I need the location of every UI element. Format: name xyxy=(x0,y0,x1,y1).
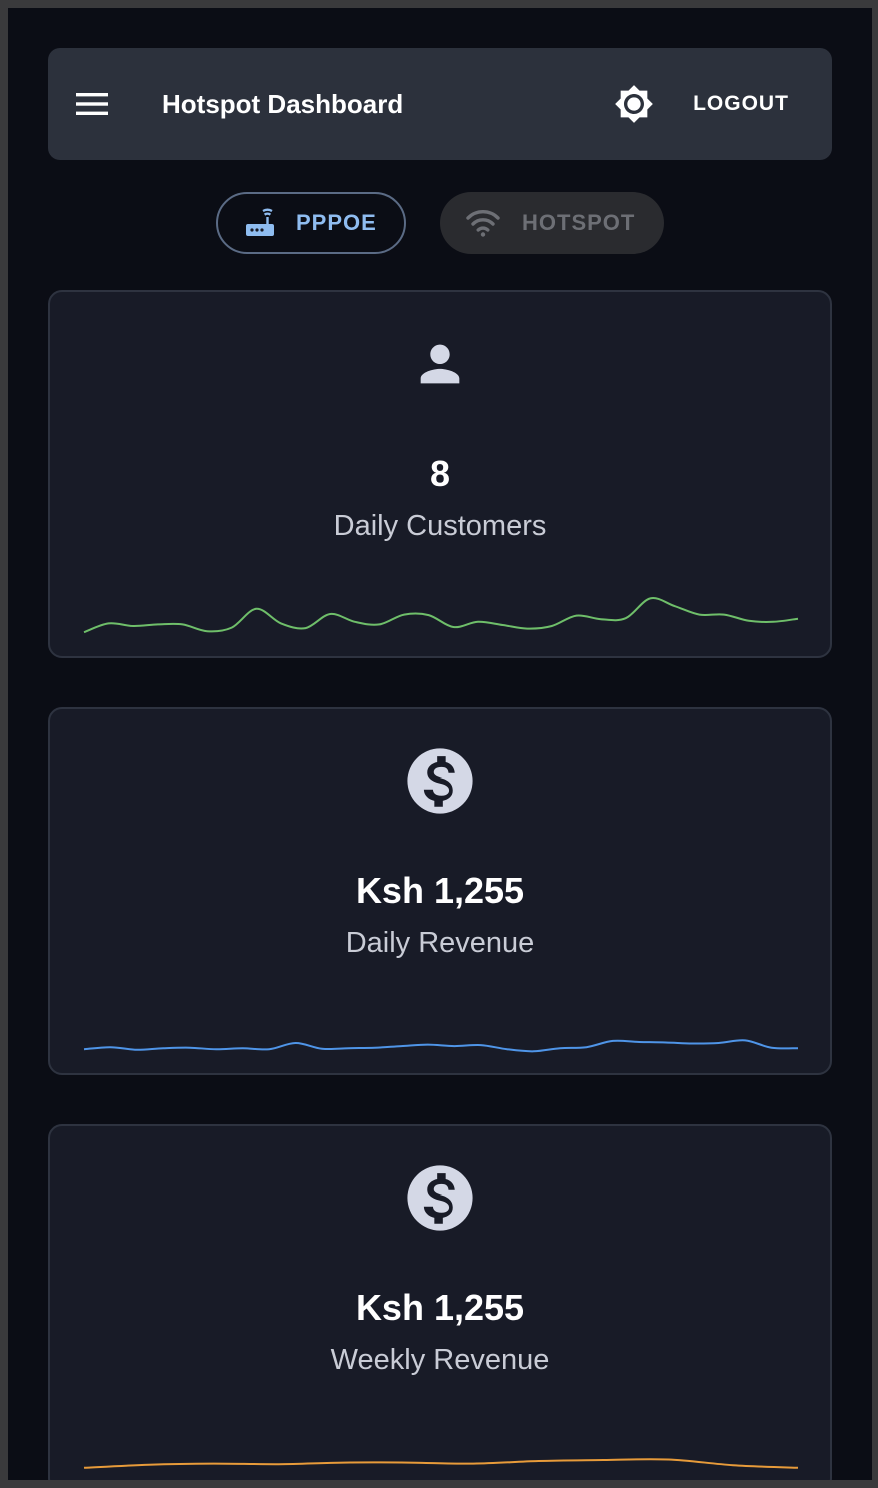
sparkline-series xyxy=(83,1458,799,1469)
stat-label: Weekly Revenue xyxy=(330,1344,550,1376)
sparkline-series xyxy=(83,597,799,634)
toggle-hotspot[interactable]: HOTSPOT xyxy=(440,192,664,254)
sparkline-weekly-revenue xyxy=(83,1458,799,1469)
app-bar: Hotspot Dashboard LOGOUT xyxy=(48,48,832,160)
stat-value: 8 xyxy=(429,453,451,494)
page-title: Hotspot Dashboard xyxy=(162,89,404,119)
person-icon xyxy=(420,344,460,384)
logout-button[interactable]: LOGOUT xyxy=(676,84,806,124)
stat-label: Daily Revenue xyxy=(345,927,535,959)
menu-icon xyxy=(76,93,108,115)
brightness-icon xyxy=(615,85,653,123)
stat-value: Ksh 1,255 xyxy=(355,870,525,911)
app-frame: Hotspot Dashboard LOGOUT PPPOE xyxy=(8,8,872,1480)
stat-value: Ksh 1,255 xyxy=(355,1287,525,1328)
toggle-hotspot-label: HOTSPOT xyxy=(522,210,636,235)
router-icon xyxy=(244,207,276,239)
theme-toggle-button[interactable] xyxy=(612,82,656,126)
stat-card-weekly-revenue: Ksh 1,255 Weekly Revenue xyxy=(48,1124,832,1480)
sparkline-daily-revenue xyxy=(83,1039,799,1053)
stat-card-daily-revenue: Ksh 1,255 Daily Revenue xyxy=(48,707,832,1075)
stat-label: Daily Customers xyxy=(333,510,547,542)
stat-card-daily-customers: 8 Daily Customers xyxy=(48,290,832,658)
toggle-pppoe-label: PPPOE xyxy=(296,210,377,235)
toggle-pppoe[interactable]: PPPOE xyxy=(216,192,406,254)
dollar-icon xyxy=(407,748,473,814)
sparkline-daily-customers xyxy=(83,597,799,634)
dollar-icon xyxy=(407,1165,473,1231)
menu-button[interactable] xyxy=(72,84,112,124)
sparkline-series xyxy=(83,1039,799,1053)
wifi-icon xyxy=(466,209,500,237)
